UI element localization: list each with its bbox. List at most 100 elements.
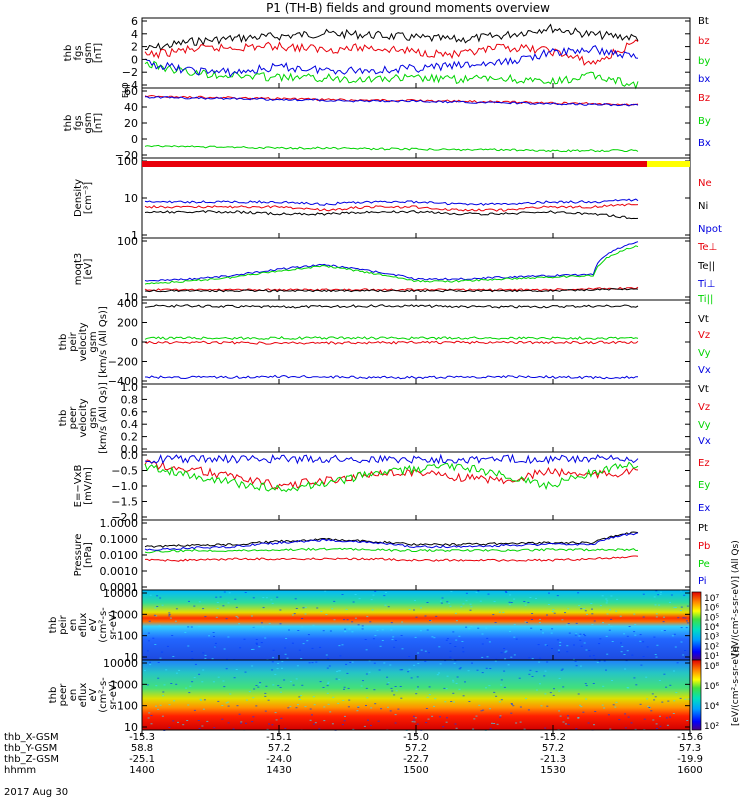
ephemeris-value: -21.3	[540, 754, 566, 765]
y-axis-label: eflux	[78, 613, 89, 638]
spectrogram-speckle	[439, 716, 441, 718]
spectrogram-speckle	[642, 593, 645, 595]
spectrogram-speckle	[462, 603, 465, 605]
spectrogram-speckle	[384, 592, 387, 593]
panel-frame	[141, 519, 691, 591]
spectrogram-speckle	[198, 626, 201, 628]
ephemeris-value: -15.3	[129, 732, 155, 743]
spectrogram-speckle	[599, 605, 602, 607]
spectrogram-speckle	[258, 646, 261, 648]
spectrogram-speckle	[468, 628, 471, 630]
y-axis-label: [km/s (All Qs)]	[98, 306, 109, 378]
legend-pe: Pe	[698, 559, 710, 570]
spectrogram-speckle	[675, 692, 678, 694]
spectrogram-speckle	[656, 644, 659, 646]
ephemeris-label: thb_Y-GSM	[4, 743, 57, 754]
spectrogram-speckle	[245, 699, 248, 701]
spectrogram-speckle	[258, 684, 261, 686]
spectrogram-speckle	[577, 717, 580, 718]
spectrogram-speckle	[502, 611, 505, 613]
legend-bx: Bx	[698, 138, 711, 149]
spectrogram-speckle	[336, 671, 338, 673]
spectrogram-speckle	[251, 721, 254, 723]
spectrogram-speckle	[620, 651, 623, 653]
colorbar-tick-label: 10⁴	[704, 702, 719, 712]
spectrogram-speckle	[477, 590, 480, 592]
spectrogram-speckle	[304, 613, 307, 615]
spectrogram-speckle	[552, 609, 555, 611]
spectrogram-speckle	[496, 723, 499, 725]
spectrogram-speckle	[591, 608, 593, 610]
spectrogram-speckle	[243, 638, 246, 640]
spectrogram-speckle	[431, 636, 434, 638]
spectrogram-speckle	[498, 611, 501, 613]
spectrogram-speckle	[567, 723, 570, 725]
spectrogram-speckle	[452, 681, 455, 683]
spectrogram-speckle	[401, 669, 404, 671]
spectrogram-speckle	[293, 613, 296, 615]
spectrogram-speckle	[357, 624, 360, 626]
spectrogram-speckle	[524, 604, 527, 606]
ephemeris-value: -15.0	[403, 732, 429, 743]
ephemeris-value: -15.6	[677, 732, 703, 743]
spectrogram-speckle	[479, 600, 482, 602]
spectrogram-speckle	[354, 594, 357, 595]
y-axis-label: gsm	[83, 112, 94, 133]
legend-ni: Ni	[698, 201, 708, 212]
spectrogram-speckle	[433, 637, 436, 639]
spectrogram-speckle	[227, 602, 230, 604]
spectrogram-speckle	[344, 715, 346, 717]
spectrogram-speckle	[591, 613, 594, 615]
spectrogram-speckle	[147, 717, 150, 719]
ephemeris-value: 57.2	[542, 743, 564, 754]
spectrogram-speckle	[283, 679, 286, 681]
spectrogram-speckle	[610, 595, 613, 597]
legend-te: Te||	[697, 261, 715, 272]
spectrogram-speckle	[429, 620, 432, 621]
spectrogram-speckle	[271, 724, 274, 726]
spectrogram-speckle	[415, 693, 418, 695]
spectrogram-speckle	[162, 695, 165, 697]
spectrogram-speckle	[425, 722, 428, 724]
y-axis-label: peir	[58, 614, 69, 634]
spectrogram-speckle	[653, 596, 656, 598]
spectrogram-speckle	[407, 671, 410, 673]
spectrogram-speckle	[252, 648, 255, 650]
spectrogram-speckle	[448, 602, 451, 604]
spectrogram-speckle	[482, 709, 485, 711]
spectrogram-speckle	[301, 684, 304, 686]
y-axis-label: sr-eV)	[108, 610, 119, 639]
ephemeris-label: hhmm	[4, 765, 36, 776]
spectrogram-speckle	[472, 728, 475, 730]
spectrogram-speckle	[605, 669, 607, 671]
y-tick-label: 0	[131, 336, 138, 349]
spectrogram-speckle	[669, 716, 671, 718]
ephemeris-value: 58.8	[131, 743, 153, 754]
spectrogram-speckle	[358, 598, 361, 600]
spectrogram-speckle	[287, 707, 290, 709]
y-tick-label: −2.0	[111, 511, 138, 524]
series-bx-line	[145, 96, 639, 107]
spectrogram-speckle	[657, 594, 660, 596]
spectrogram-speckle	[543, 675, 546, 677]
spectrogram-speckle	[223, 686, 226, 688]
spectrogram-speckle	[445, 639, 448, 641]
spectrogram-speckle	[455, 639, 458, 641]
spectrogram-speckle	[525, 622, 528, 623]
y-tick-label: 0.2	[121, 431, 139, 444]
spectrogram-speckle	[481, 672, 484, 674]
legend-pt: Pt	[698, 523, 708, 534]
spectrogram-speckle	[286, 657, 289, 659]
spectrogram-speckle	[580, 645, 583, 647]
spectrogram-speckle	[473, 718, 476, 720]
spectrogram-speckle	[169, 617, 172, 619]
spectrogram-speckle	[343, 688, 345, 690]
spectrogram-speckle	[227, 701, 230, 703]
spectrogram-speckle	[413, 721, 416, 723]
spectrogram-speckle	[680, 641, 683, 643]
spectrogram-speckle	[338, 679, 341, 681]
spectrogram-speckle	[265, 685, 268, 687]
spectrogram-speckle	[450, 701, 453, 702]
y-tick-label: 400	[117, 297, 138, 310]
y-tick-label: 1.0	[121, 381, 139, 394]
